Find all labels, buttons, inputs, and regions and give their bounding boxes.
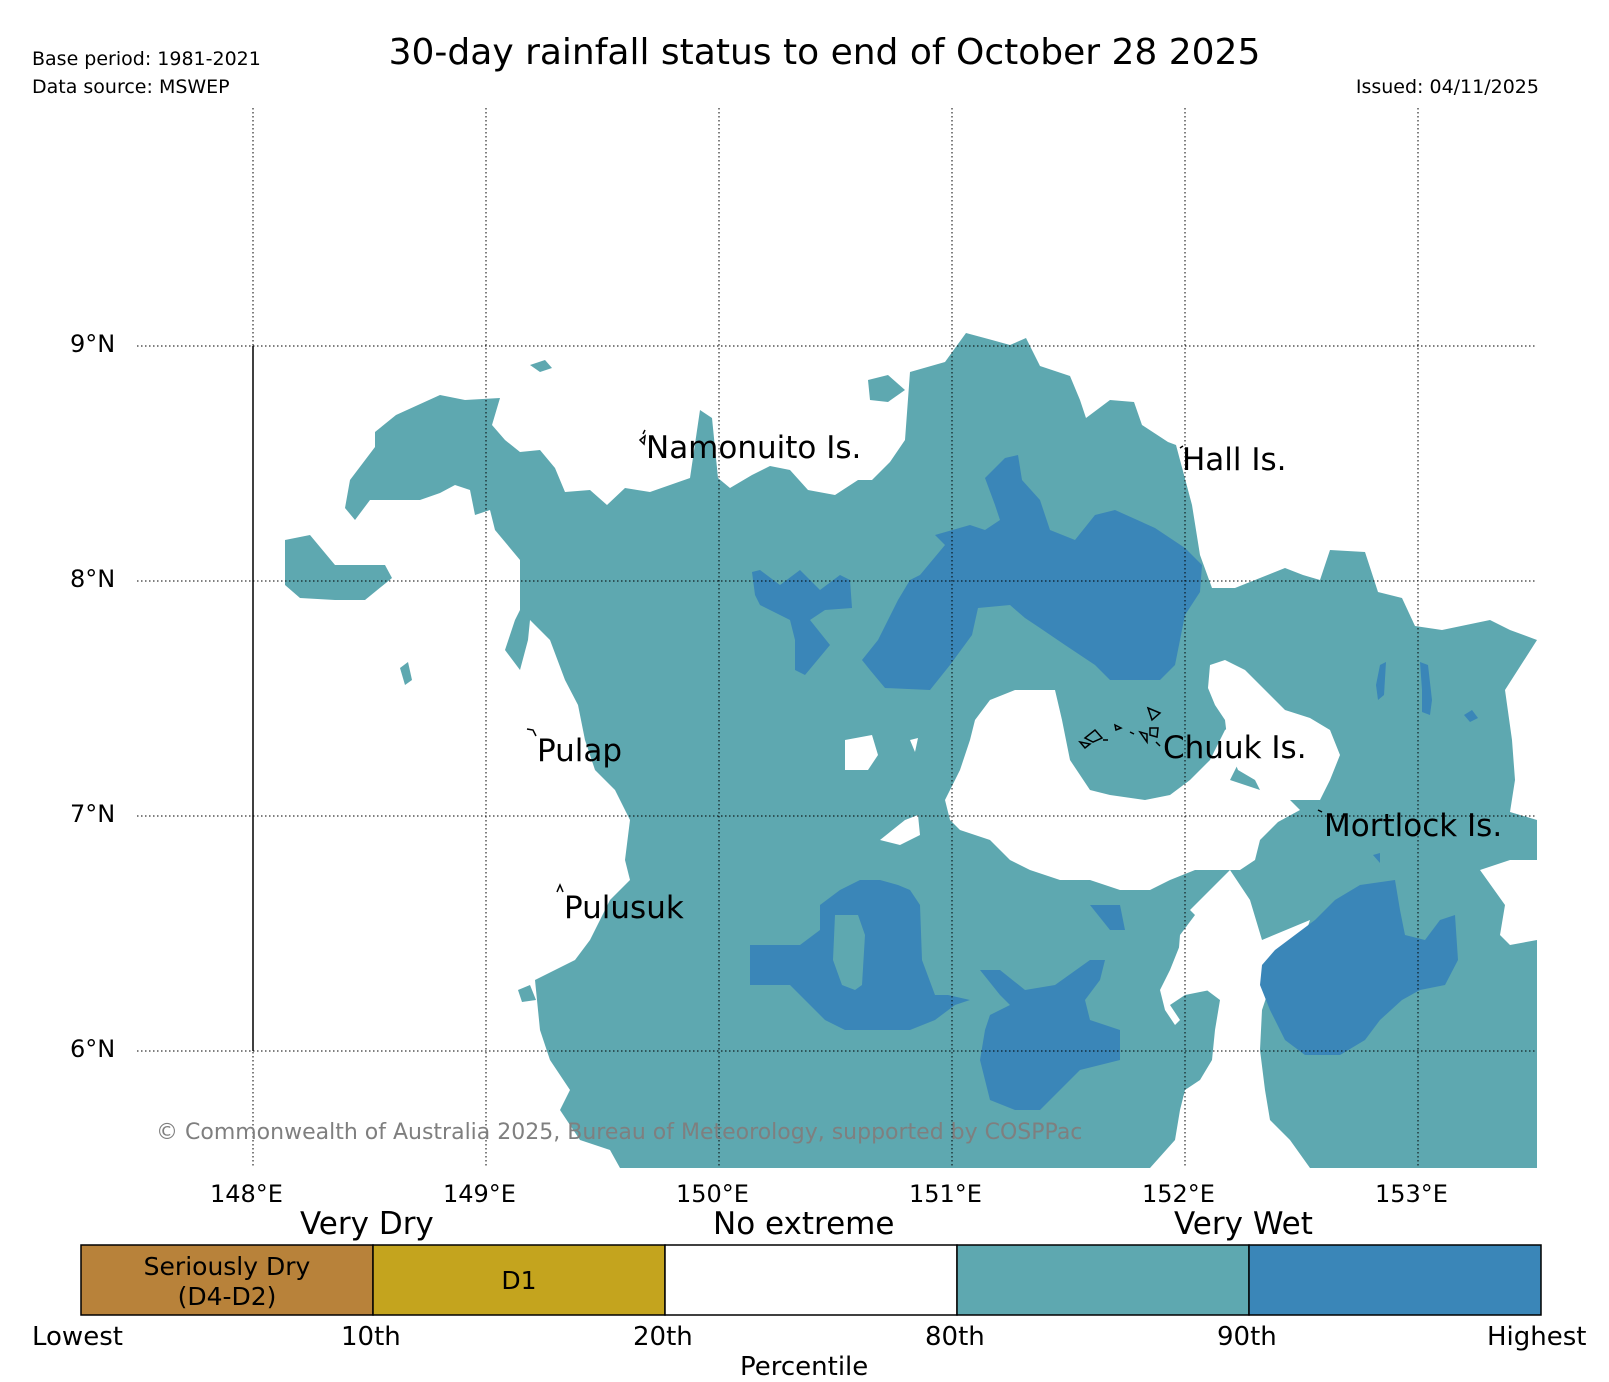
legend-seriously-dry-line2: (D4-D2)	[177, 1282, 277, 1311]
no-extreme-hole-east	[1208, 660, 1340, 805]
place-label-chuuk: Chuuk Is.	[1163, 730, 1307, 766]
pulap-island-outline	[526, 728, 537, 737]
legend-tick-highest: Highest	[1487, 1322, 1587, 1352]
lon-label-151e: 151°E	[909, 1180, 982, 1208]
wet-80-region-east-lower	[1490, 960, 1537, 995]
lat-label-7n: 7°N	[70, 800, 116, 828]
lat-label-9n: 9°N	[70, 330, 116, 358]
place-label-namonuito: Namonuito Is.	[646, 430, 862, 466]
lon-label-153e: 153°E	[1375, 1180, 1448, 1208]
place-label-pulap: Pulap	[537, 733, 623, 769]
wet-90-region-south	[980, 960, 1120, 1110]
wet-90-region-north-west	[752, 570, 852, 675]
wet-80-region-main	[345, 333, 1537, 1168]
legend-tick-90th: 90th	[1217, 1322, 1277, 1352]
island-outlines	[526, 429, 1323, 893]
legend-seriously-dry-line1: Seriously Dry	[143, 1252, 311, 1281]
legend-cell-label-d1: D1	[501, 1266, 537, 1295]
no-extreme-hole-north-east	[1505, 640, 1537, 820]
lon-label-150e: 150°E	[676, 1180, 749, 1208]
no-extreme-hole-chuuk-west	[945, 690, 1300, 890]
wet-90-fleck-east-1	[1376, 662, 1386, 700]
rainfall-contours	[285, 333, 1537, 1168]
wet-90-fleck-east-4	[1373, 853, 1380, 863]
no-extreme-hole-center	[845, 735, 878, 770]
legend-cell-d1	[372, 1244, 666, 1316]
wet-80-fleck-a	[530, 360, 552, 372]
lon-label-148e: 148°E	[210, 1180, 283, 1208]
legend-heading-very-wet: Very Wet	[1174, 1206, 1313, 1242]
legend-tick-80th: 80th	[925, 1322, 985, 1352]
legend-heading-no-extreme: No extreme	[713, 1206, 895, 1242]
chuuk-island-outline	[1078, 706, 1162, 750]
lat-label-6n: 6°N	[70, 1035, 116, 1063]
legend-tick-10th: 10th	[341, 1322, 401, 1352]
lon-label-152e: 152°E	[1142, 1180, 1215, 1208]
wet-90-fleck-east-2	[1420, 662, 1432, 715]
place-label-hall: Hall Is.	[1182, 442, 1287, 478]
legend-tick-lowest: Lowest	[32, 1322, 123, 1352]
legend-cell-label-seriously-dry: Seriously Dry (D4-D2)	[81, 1252, 373, 1312]
map-title: 30-day rainfall status to end of October…	[0, 32, 1609, 73]
mortlock-island-outline	[1317, 809, 1323, 813]
copyright-notice: © Commonwealth of Australia 2025, Bureau…	[156, 1120, 1083, 1145]
wet-90-fleck-south	[1090, 905, 1125, 930]
legend-cell-90th	[1248, 1244, 1542, 1316]
lon-label-149e: 149°E	[443, 1180, 516, 1208]
lat-label-8n: 8°N	[70, 565, 116, 593]
legend-cell-80th	[956, 1244, 1250, 1316]
namonuito-island-outline	[638, 429, 646, 446]
map-title-text: 30-day rainfall status to end of October…	[388, 32, 1261, 73]
no-extreme-hole-small-1	[910, 738, 918, 752]
no-extreme-hole-southcenter	[880, 815, 920, 845]
legend-axis-label: Percentile	[740, 1352, 869, 1382]
wet-90-region-southeast	[1260, 880, 1458, 1055]
map-gridlines	[137, 108, 1537, 1168]
wet-80-fleck-d	[518, 985, 536, 1002]
data-source-label: Data source: MSWEP	[32, 76, 230, 98]
legend-cell-seriously-dry	[80, 1244, 374, 1316]
legend-heading-very-dry: Very Dry	[300, 1206, 434, 1242]
wet-80-region-west	[285, 535, 392, 600]
wet-80-hole-south-center-inner	[833, 915, 865, 990]
wet-90-fleck-east-3	[1464, 710, 1478, 722]
no-extreme-hole-southeast	[1160, 905, 1250, 1025]
legend-colorbar	[80, 1244, 1542, 1316]
legend-tick-20th: 20th	[633, 1322, 693, 1352]
wet-80-fleck-b	[868, 375, 905, 402]
base-period-label: Base period: 1981-2021	[32, 48, 261, 70]
hall-island-outline	[1179, 445, 1184, 449]
issued-date-label: Issued: 04/11/2025	[1355, 76, 1539, 98]
legend-cell-no-extreme	[664, 1244, 958, 1316]
place-label-mortlock: Mortlock Is.	[1324, 808, 1503, 844]
wet-80-fleck-c	[400, 662, 412, 685]
place-label-pulusuk: Pulusuk	[564, 890, 684, 926]
pulusuk-island-outline	[556, 883, 564, 893]
wet-90-region-north	[862, 455, 1202, 690]
no-extreme-hole-far-east	[1480, 860, 1537, 945]
